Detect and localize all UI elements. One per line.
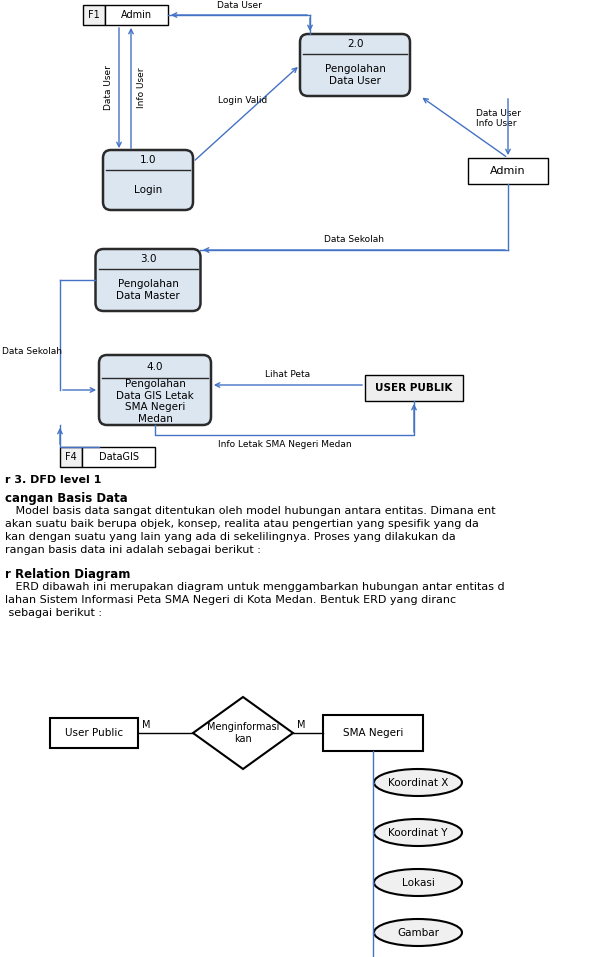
Text: M: M [297, 720, 305, 730]
Text: Model basis data sangat ditentukan oleh model hubungan antara entitas. Dimana en: Model basis data sangat ditentukan oleh … [5, 506, 496, 516]
Text: Data User: Data User [104, 66, 113, 110]
Text: 2.0: 2.0 [347, 39, 363, 49]
Ellipse shape [374, 919, 462, 946]
Ellipse shape [374, 819, 462, 846]
Text: 4.0: 4.0 [147, 362, 163, 371]
Text: User Public: User Public [65, 728, 123, 738]
Text: 3.0: 3.0 [140, 255, 156, 264]
Text: Koordinat Y: Koordinat Y [388, 828, 448, 837]
Ellipse shape [374, 769, 462, 796]
Text: Login Valid: Login Valid [218, 96, 268, 105]
Text: Koordinat X: Koordinat X [388, 777, 448, 788]
Bar [60, 447, 82, 467]
Text: Info User: Info User [137, 68, 146, 108]
Text: Pengolahan
Data User: Pengolahan Data User [324, 64, 385, 86]
Text: DataGIS: DataGIS [98, 452, 139, 462]
Text: SMA Negeri: SMA Negeri [343, 728, 403, 738]
Text: cangan Basis Data: cangan Basis Data [5, 492, 128, 505]
Text: akan suatu baik berupa objek, konsep, realita atau pengertian yang spesifik yang: akan suatu baik berupa objek, konsep, re… [5, 519, 479, 529]
Bar [365, 375, 463, 401]
Text: rangan basis data ini adalah sebagai berikut :: rangan basis data ini adalah sebagai ber… [5, 545, 261, 555]
Text: lahan Sistem Informasi Peta SMA Negeri di Kota Medan. Bentuk ERD yang diranc: lahan Sistem Informasi Peta SMA Negeri d… [5, 595, 456, 605]
Text: kan dengan suatu yang lain yang ada di sekelilingnya. Proses yang dilakukan da: kan dengan suatu yang lain yang ada di s… [5, 532, 456, 542]
Bar [50, 718, 138, 748]
Bar [105, 5, 168, 25]
Text: Info Letak SMA Negeri Medan: Info Letak SMA Negeri Medan [218, 440, 352, 449]
Text: Lokasi: Lokasi [401, 878, 435, 887]
Ellipse shape [374, 869, 462, 896]
Text: Login: Login [134, 185, 162, 195]
Text: Admin: Admin [490, 166, 526, 176]
Text: USER PUBLIK: USER PUBLIK [375, 383, 453, 393]
Text: Pengolahan
Data GIS Letak
SMA Negeri
Medan: Pengolahan Data GIS Letak SMA Negeri Med… [116, 379, 194, 424]
Text: ERD dibawah ini merupakan diagram untuk menggambarkan hubungan antar entitas d: ERD dibawah ini merupakan diagram untuk … [5, 582, 504, 592]
Text: r 3. DFD level 1: r 3. DFD level 1 [5, 475, 101, 485]
Text: Menginformasi
kan: Menginformasi kan [207, 723, 279, 744]
FancyBboxPatch shape [95, 249, 201, 311]
Text: Data User: Data User [476, 108, 521, 118]
FancyBboxPatch shape [103, 150, 193, 210]
Text: Admin: Admin [121, 10, 152, 20]
Bar [468, 158, 548, 184]
Text: Pengolahan
Data Master: Pengolahan Data Master [116, 279, 180, 301]
Text: Gambar: Gambar [397, 927, 439, 938]
Text: F1: F1 [88, 10, 100, 20]
Bar [83, 5, 105, 25]
Bar [323, 715, 423, 751]
Text: M: M [141, 720, 150, 730]
Text: Data Sekolah: Data Sekolah [2, 347, 62, 357]
Polygon shape [193, 697, 293, 769]
Text: F4: F4 [65, 452, 77, 462]
FancyBboxPatch shape [300, 34, 410, 96]
Text: Data User: Data User [217, 1, 262, 10]
Text: 1.0: 1.0 [140, 155, 156, 165]
FancyBboxPatch shape [99, 355, 211, 425]
Text: Data Sekolah: Data Sekolah [324, 235, 384, 244]
Text: Info User: Info User [476, 119, 516, 127]
Text: sebagai berikut :: sebagai berikut : [5, 608, 102, 618]
Text: r Relation Diagram: r Relation Diagram [5, 568, 130, 581]
Bar [82, 447, 155, 467]
Text: Lihat Peta: Lihat Peta [265, 370, 311, 379]
